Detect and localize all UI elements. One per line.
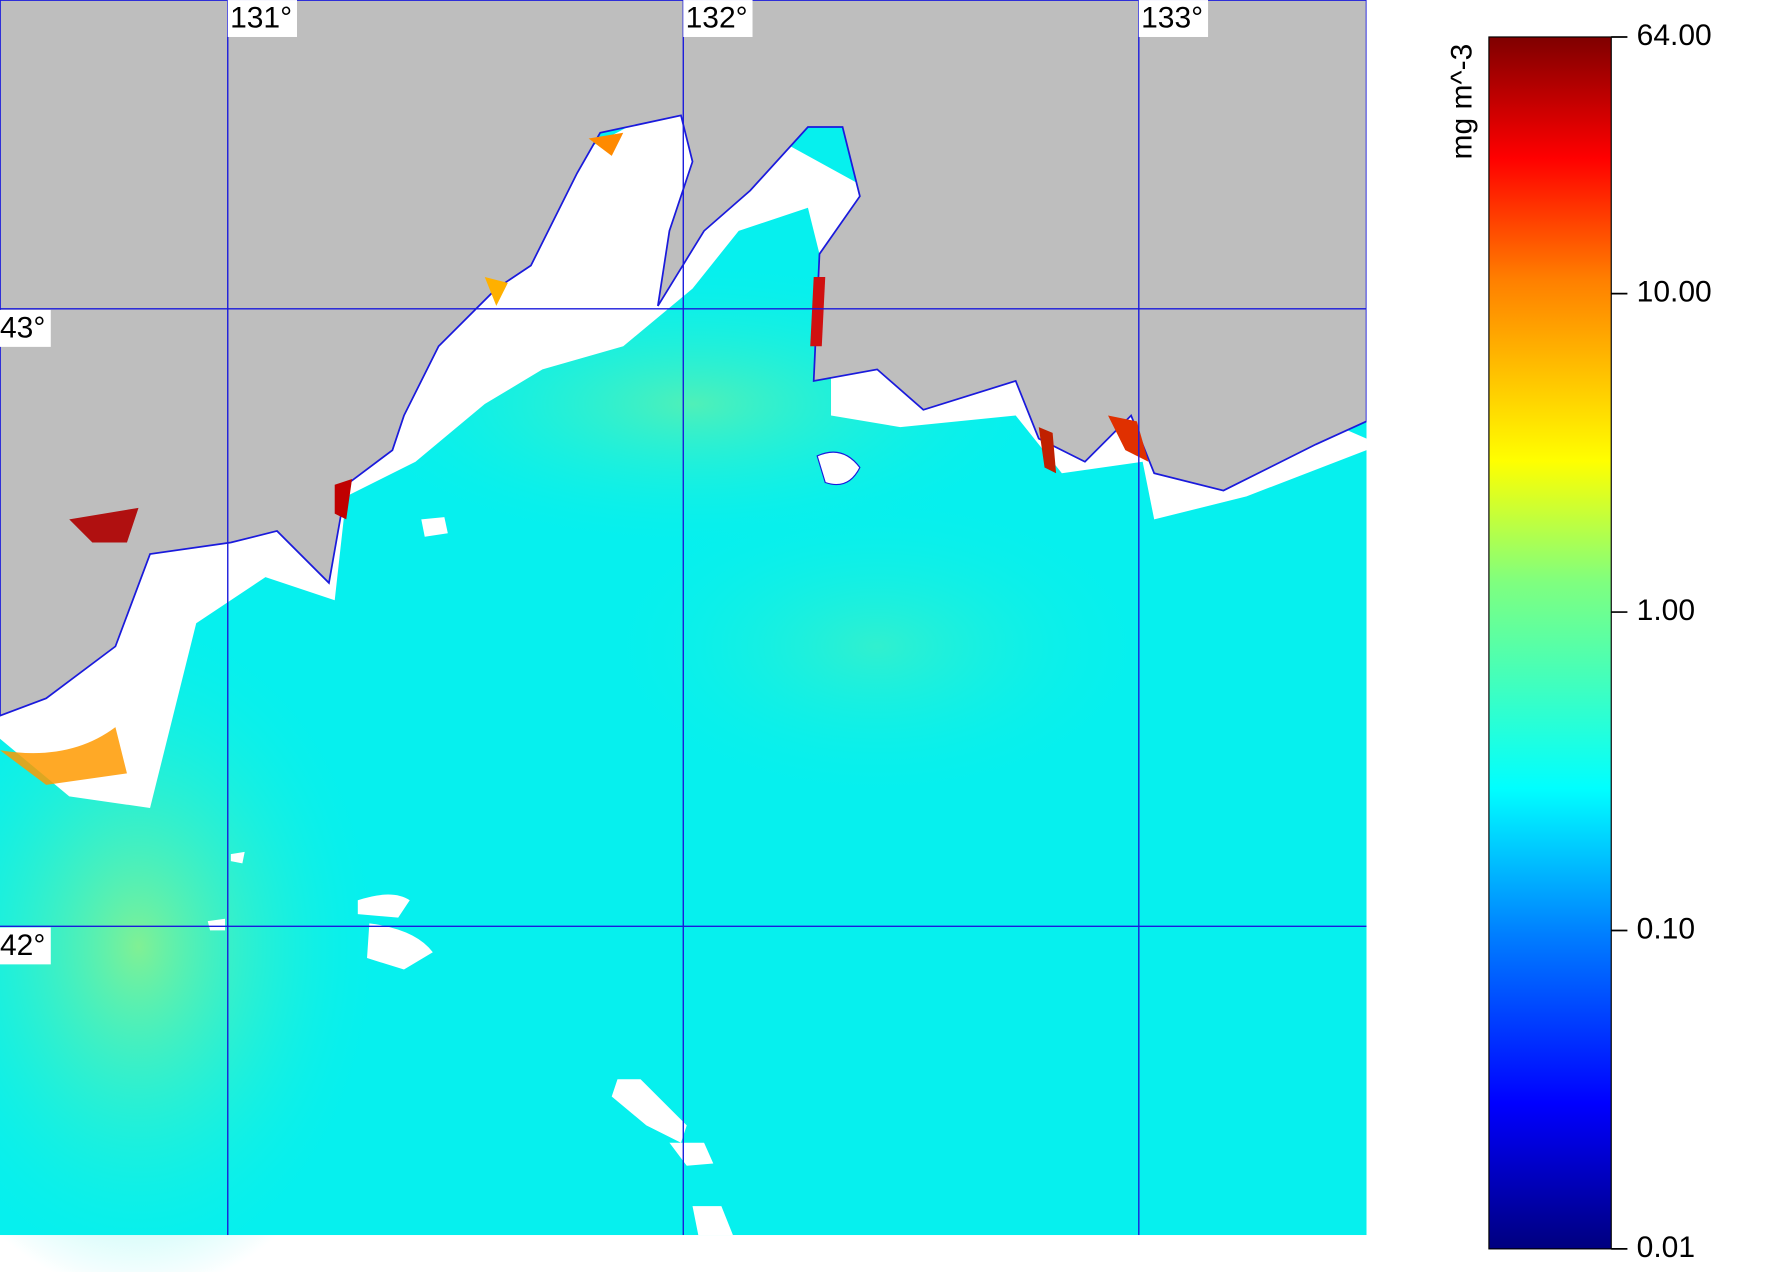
- colorbar: [1488, 36, 1612, 1250]
- coastal-bloom: [69, 507, 139, 543]
- coastal-bloom: [334, 479, 353, 520]
- land: [0, 0, 1368, 717]
- coastal-bloom: [0, 727, 127, 785]
- label-box: [0, 309, 51, 347]
- label-box: [683, 0, 753, 37]
- colorbar-tick-label: 0.01: [1637, 1231, 1695, 1264]
- plume: [588, 484, 1166, 808]
- colorbar-tick-label: 10.00: [1637, 276, 1712, 309]
- lat-label: 43°: [0, 311, 45, 344]
- colorbar-unit: mg m^-3: [1445, 44, 1478, 160]
- colorbar-tick-label: 1.00: [1637, 594, 1695, 627]
- colorbar-tick-label: 64.00: [1637, 19, 1712, 52]
- coastal-bloom: [1038, 427, 1057, 474]
- coastal-bloom: [588, 132, 624, 156]
- label-box: [0, 927, 51, 965]
- coastal-bloom: [810, 277, 826, 347]
- lon-label: 132°: [686, 2, 748, 35]
- lat-label: 42°: [0, 929, 45, 962]
- island: [357, 894, 433, 970]
- colorbar-tick-label: 0.10: [1637, 912, 1695, 945]
- coastal-bloom: [484, 277, 508, 306]
- island: [611, 1079, 733, 1236]
- lon-label: 131°: [230, 2, 292, 35]
- graticule: 131° 132° 133° 43° 42°: [0, 0, 1367, 1236]
- label-box: [227, 0, 298, 37]
- lon-label: 133°: [1141, 2, 1203, 35]
- island: [816, 451, 861, 486]
- label-box: [1138, 0, 1209, 37]
- map: 131° 132° 133° 43° 42°: [0, 0, 1368, 1272]
